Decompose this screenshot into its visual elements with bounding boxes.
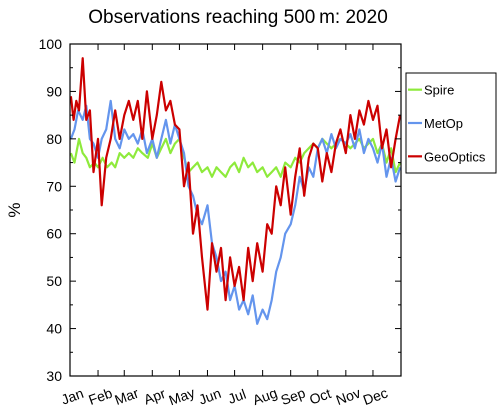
x-tick-label-3: Apr [142,385,168,408]
y-tick-label-7: 100 [39,36,63,52]
x-tick-label-5: Jun [196,385,223,408]
series-line-2 [69,57,402,311]
x-tick-label-4: May [167,384,197,408]
legend-label-1: MetOp [424,116,463,131]
x-tick-label-1: Feb [86,385,114,408]
x-tick-label-10: Nov [334,385,363,409]
x-tick-label-6: Jul [226,386,248,407]
series-layer [69,57,402,325]
x-tick-label-9: Oct [307,385,333,408]
legend-label-2: GeoOptics [424,149,486,164]
plot-frame [69,43,402,377]
legend-label-0: Spire [424,83,454,98]
y-tick-label-4: 70 [46,178,62,194]
x-tick-label-2: Mar [112,385,140,408]
legend: Spire MetOp GeoOptics [405,72,497,174]
x-tick-label-8: Sep [279,384,308,408]
x-tick-label-7: Aug [250,385,279,409]
y-tick-label-5: 80 [46,131,62,147]
x-tick-label-0: Jan [59,385,86,408]
x-tick-label-11: Dec [361,385,390,409]
y-tick-label-0: 30 [46,368,62,384]
y-tick-label-3: 60 [46,226,62,242]
chart-title: Observations reaching 500 m: 2020 [88,7,388,28]
y-tick-label-6: 90 [46,83,62,99]
series-line-1 [69,99,402,325]
y-tick-label-2: 50 [46,273,62,289]
y-axis-label: % [5,202,24,217]
y-tick-label-1: 40 [46,321,62,337]
